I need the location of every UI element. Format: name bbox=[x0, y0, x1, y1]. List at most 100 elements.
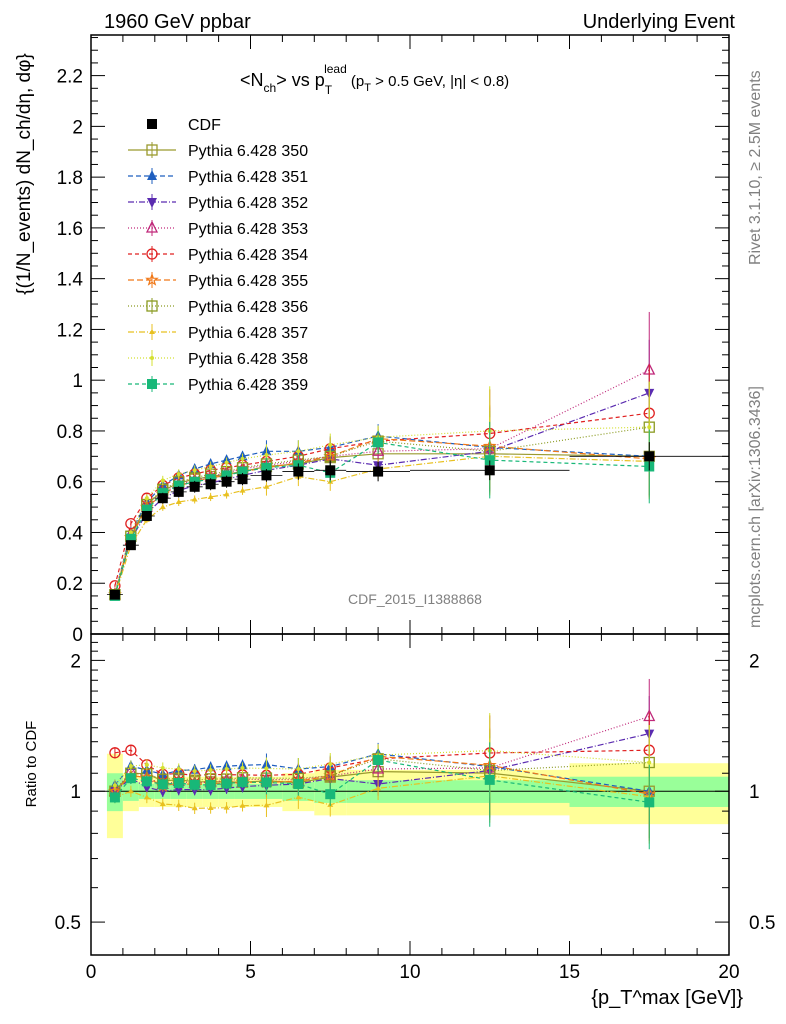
legend-marker bbox=[146, 248, 158, 260]
ratio-point bbox=[192, 769, 197, 774]
ratio-point bbox=[173, 785, 184, 796]
series-point bbox=[372, 443, 385, 456]
series-point bbox=[224, 460, 229, 465]
series-point bbox=[144, 496, 149, 501]
title-tail-sub: T bbox=[364, 82, 371, 94]
legend-label: Pythia 6.428 353 bbox=[188, 221, 308, 238]
data-point bbox=[205, 479, 216, 490]
legend-item: Pythia 6.428 351 bbox=[128, 168, 308, 186]
legend-label: Pythia 6.428 358 bbox=[188, 351, 308, 368]
data-point bbox=[261, 470, 272, 481]
legend-marker bbox=[147, 379, 157, 389]
ratio-point bbox=[325, 789, 336, 800]
y-tick-label: 0.8 bbox=[57, 422, 83, 443]
y-tick-label: 2.2 bbox=[57, 67, 83, 88]
legend-label: Pythia 6.428 355 bbox=[188, 273, 308, 290]
data-point bbox=[125, 540, 136, 551]
ratio-point bbox=[125, 773, 136, 784]
legend-label: Pythia 6.428 356 bbox=[188, 299, 308, 316]
ratio-point bbox=[224, 767, 229, 772]
x-tick-label: 10 bbox=[399, 962, 420, 983]
main-panel: 0 0.2 0.4 0.6 0.8 1 1.2 1.4 1.6 1.8 2 2.2 bbox=[57, 34, 730, 955]
ratio-point bbox=[239, 802, 246, 808]
data-point bbox=[141, 510, 152, 521]
series-point bbox=[208, 464, 213, 469]
legend-label: Pythia 6.428 350 bbox=[188, 143, 308, 160]
ratio-y-tick-label: 2 bbox=[70, 651, 81, 672]
legend-item: Pythia 6.428 357 bbox=[128, 324, 308, 342]
legend-label: Pythia 6.428 357 bbox=[188, 325, 308, 342]
ratio-point bbox=[175, 802, 182, 808]
ratio-point bbox=[208, 768, 213, 773]
series-point bbox=[296, 449, 301, 454]
legend-item: Pythia 6.428 350 bbox=[128, 142, 308, 160]
ratio-point bbox=[264, 766, 269, 771]
legend-label: Pythia 6.428 352 bbox=[188, 195, 308, 212]
data-point bbox=[109, 589, 120, 600]
title-tail-a: (p bbox=[347, 73, 365, 90]
ratio-point bbox=[293, 779, 304, 790]
y-tick-label: 1.2 bbox=[57, 320, 83, 341]
ratio-point bbox=[372, 761, 385, 774]
x-axis-label: {p_T^max [GeV]} bbox=[591, 987, 743, 1009]
legend-marker bbox=[145, 220, 159, 233]
chart-title: <Nch> vs pTlead (pT > 0.5 GeV, |η| < 0.8… bbox=[240, 62, 509, 97]
title-tail-b: > 0.5 GeV, |η| < 0.8) bbox=[371, 73, 509, 90]
ratio-point bbox=[191, 805, 198, 811]
ratio-panel: 0.5 0.51 12 20 5 10 15 20 bbox=[55, 633, 775, 983]
ratio-y-tick-label-right: 1 bbox=[749, 782, 760, 803]
series-line bbox=[114, 412, 650, 586]
ratio-point bbox=[125, 744, 137, 756]
data-point bbox=[373, 466, 384, 477]
legend-item: Pythia 6.428 354 bbox=[128, 246, 308, 264]
ratio-frame bbox=[90, 633, 730, 956]
series-point bbox=[191, 496, 198, 502]
ratio-point bbox=[221, 778, 232, 789]
legend: CDF Pythia 6.428 350 Pythia 6.428 351 Pythi… bbox=[128, 117, 308, 394]
series-point bbox=[373, 437, 384, 448]
title-prefix-sub: ch bbox=[264, 81, 277, 95]
ratio-series-9 bbox=[112, 713, 652, 810]
legend-label: Pythia 6.428 359 bbox=[188, 377, 308, 394]
series-point bbox=[484, 455, 495, 466]
y-tick-label: 0 bbox=[72, 625, 83, 646]
header-left: 1960 GeV ppbar bbox=[104, 11, 251, 33]
ratio-point bbox=[144, 762, 149, 767]
series-point bbox=[237, 466, 248, 477]
y-tick-label: 1.8 bbox=[57, 168, 83, 189]
series-point bbox=[263, 483, 270, 489]
ratio-point bbox=[237, 777, 248, 788]
data-series bbox=[106, 442, 729, 600]
y-tick-label: 0.4 bbox=[57, 523, 84, 544]
series-2 bbox=[109, 406, 655, 598]
title-mid-sup: lead bbox=[324, 62, 347, 76]
ratio-point bbox=[296, 767, 301, 772]
legend-item: Pythia 6.428 355 bbox=[128, 272, 308, 290]
ratio-series-10 bbox=[109, 742, 655, 850]
x-tick-label: 5 bbox=[245, 962, 256, 983]
data-point bbox=[157, 493, 168, 504]
ratio-point bbox=[647, 760, 652, 765]
ratio-point bbox=[223, 804, 230, 810]
series-point bbox=[125, 517, 137, 530]
ratio-point bbox=[644, 797, 655, 808]
data-point bbox=[189, 481, 200, 492]
ratio-y-axis-label: Ratio to CDF bbox=[23, 721, 40, 808]
title-mid: > vs p bbox=[276, 70, 325, 90]
y-axis-label: {(1/N_events) dN_ch/dη, dφ} bbox=[14, 53, 35, 295]
y-tick-label: 1.6 bbox=[57, 219, 83, 240]
x-tick-label: 0 bbox=[86, 962, 97, 983]
data-point bbox=[221, 476, 232, 487]
ratio-point bbox=[173, 777, 184, 788]
ratio-point bbox=[141, 776, 152, 787]
legend-marker bbox=[149, 329, 155, 334]
series-line bbox=[114, 426, 650, 594]
ratio-point bbox=[373, 755, 384, 766]
ratio-point bbox=[109, 747, 121, 759]
ratio-point bbox=[143, 794, 150, 800]
ratio-point bbox=[240, 765, 245, 770]
series-point bbox=[125, 533, 136, 544]
legend-item: Pythia 6.428 352 bbox=[128, 194, 308, 212]
ratio-series-line bbox=[114, 733, 650, 792]
y-tick-label: 1 bbox=[72, 371, 83, 392]
